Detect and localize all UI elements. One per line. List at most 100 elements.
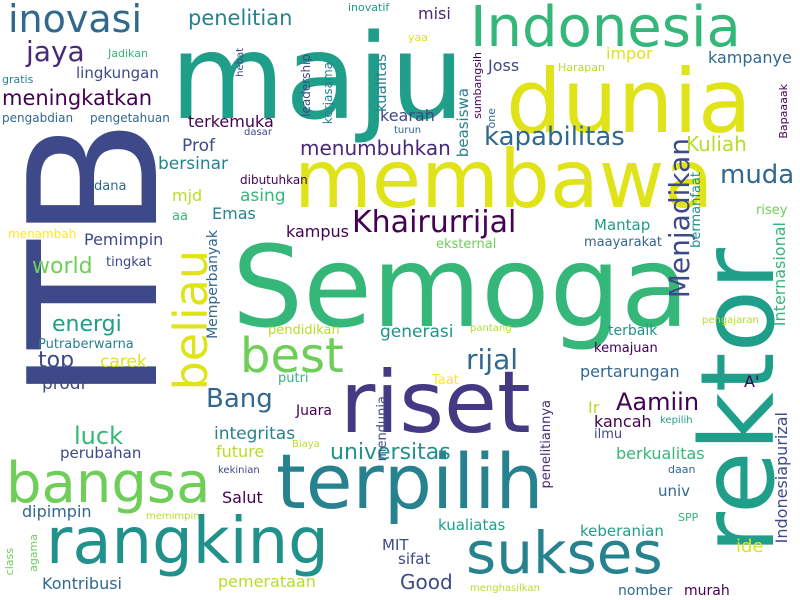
word-biaya: Biaya	[292, 439, 320, 450]
word-kearah: kearah	[380, 106, 435, 125]
word-kerjasama: kerjasama	[321, 62, 335, 125]
word-prof: Prof	[182, 136, 215, 156]
word-pengetahuan: pengetahuan	[90, 111, 170, 125]
word-terpilih: terpilih	[276, 437, 544, 526]
word-leadership: leadership	[299, 54, 313, 117]
word-ide: ide	[736, 536, 764, 557]
word-eksternal: eksternal	[436, 237, 497, 252]
word-juara: Juara	[296, 403, 332, 419]
word-internasional: Internasional	[770, 222, 789, 327]
word-pengabdian: pengabdian	[2, 111, 74, 125]
word-prodi: prodi	[42, 374, 86, 394]
word-maju: maju	[170, 8, 465, 146]
word-menumbuhkan: menumbuhkan	[300, 136, 451, 160]
word-bang: Bang	[206, 384, 273, 414]
word-taat: Taat	[432, 373, 459, 388]
word-harapan: Harapan	[558, 61, 605, 74]
word-best: best	[240, 328, 344, 384]
word-class: class	[3, 548, 16, 576]
word-jadikan: Jadikan	[108, 47, 148, 60]
word-kepilih: kepilih	[660, 415, 693, 426]
word-indonesia: Indonesia	[470, 0, 741, 60]
word-kapabilitas: kapabilitas	[484, 122, 625, 152]
word-maayarakat: maayarakat	[584, 235, 662, 250]
word-kancah: kancah	[594, 412, 652, 431]
word-a: A'	[744, 372, 760, 391]
word-yaa: yaa	[408, 31, 428, 44]
word-perubahan: perubahan	[60, 444, 142, 462]
word-jaya: jaya	[26, 35, 85, 68]
word-kuliah: Kuliah	[686, 132, 747, 156]
word-pantang: pantang	[470, 323, 512, 334]
word-daan: daan	[668, 463, 696, 476]
word-good: Good	[400, 570, 453, 594]
word-misi: misi	[418, 4, 451, 23]
word-hebat: hebat	[235, 48, 246, 77]
word-bermanfaat: bermanfaat	[689, 172, 704, 248]
word-dasar: dasar	[244, 127, 272, 138]
word-semoga: Semoga	[232, 223, 690, 353]
word-riset: riset	[340, 353, 531, 453]
word-keberanian: keberanian	[580, 522, 664, 540]
word-energi: energi	[52, 312, 122, 337]
word-putri: putri	[278, 371, 309, 386]
word-inovasi: inovasi	[8, 0, 143, 41]
word-rangking: rangking	[46, 505, 329, 579]
word-kualiatas: kualiatas	[438, 516, 506, 534]
word-aamiin: Aamiin	[616, 388, 700, 416]
word-memimpin: memimpin	[146, 511, 200, 522]
word-bangsa: bangsa	[6, 451, 211, 516]
word-murah: murah	[684, 583, 730, 599]
word-ilmu: ilmu	[594, 427, 623, 442]
word-univ: univ	[658, 482, 691, 500]
word-tingkat: tingkat	[106, 255, 152, 270]
word-dipimpin: dipimpin	[22, 502, 92, 521]
word-memperbanyak: Memperbanyak	[205, 230, 221, 339]
word-pendidikan: pendidikan	[268, 323, 340, 338]
word-risey: risey	[756, 203, 788, 218]
word-ir: Ir	[588, 398, 600, 417]
word-turun: turun	[394, 125, 422, 136]
word-bersinar: bersinar	[158, 154, 229, 174]
word-inovatif: inovatif	[348, 1, 390, 14]
word-terkemuka: terkemuka	[188, 112, 274, 131]
word-meningkatkan: meningkatkan	[2, 86, 153, 110]
word-berkualitas: berkualitas	[616, 444, 705, 463]
word-kekinian: kekinian	[218, 465, 260, 476]
word-dana: dana	[94, 179, 127, 194]
word-membawa: membawa	[294, 133, 714, 226]
word-luck: luck	[74, 422, 123, 450]
word-terbaik: terbaik	[608, 323, 658, 339]
word-aa: aa	[172, 209, 188, 224]
word-nomber: nomber	[618, 583, 673, 599]
word-menghasilkan: menghasilkan	[470, 583, 540, 594]
word-kampanye: kampanye	[708, 48, 792, 67]
word-gratis: gratis	[2, 73, 34, 86]
word-khairurrijal: Khairurrijal	[352, 205, 517, 240]
word-universitas: universitas	[330, 440, 451, 465]
word-salut: Salut	[222, 488, 263, 507]
word-menambah: menambah	[8, 227, 77, 241]
word-emas: Emas	[212, 204, 256, 223]
word-agama: agama	[27, 534, 40, 572]
word-mantap: Mantap	[594, 216, 651, 234]
word-sifat: sifat	[398, 550, 431, 568]
word-lingkungan: lingkungan	[76, 64, 159, 82]
word-pemimpin: Pemimpin	[84, 230, 164, 249]
word-muda: muda	[720, 160, 795, 190]
word-indonesiapurizal: Indonesiapurizal	[772, 412, 791, 544]
word-world: world	[32, 254, 93, 279]
word-kampus: kampus	[286, 222, 350, 241]
word-mjd: mjd	[172, 186, 203, 205]
word-asing: asing	[240, 186, 286, 206]
word-kualitas: kualitas	[372, 54, 390, 113]
word-carek: carek	[100, 352, 147, 372]
word-mundur: mundur	[94, 369, 134, 380]
word-pertarungan: pertarungan	[580, 362, 680, 381]
word-beasiswa: beasiswa	[454, 88, 472, 158]
word-impor: impor	[606, 44, 653, 63]
word-pemerataan: pemerataan	[218, 572, 316, 591]
word-dibutuhkan: dibutuhkan	[240, 173, 308, 187]
word-mit: MIT	[382, 536, 409, 554]
